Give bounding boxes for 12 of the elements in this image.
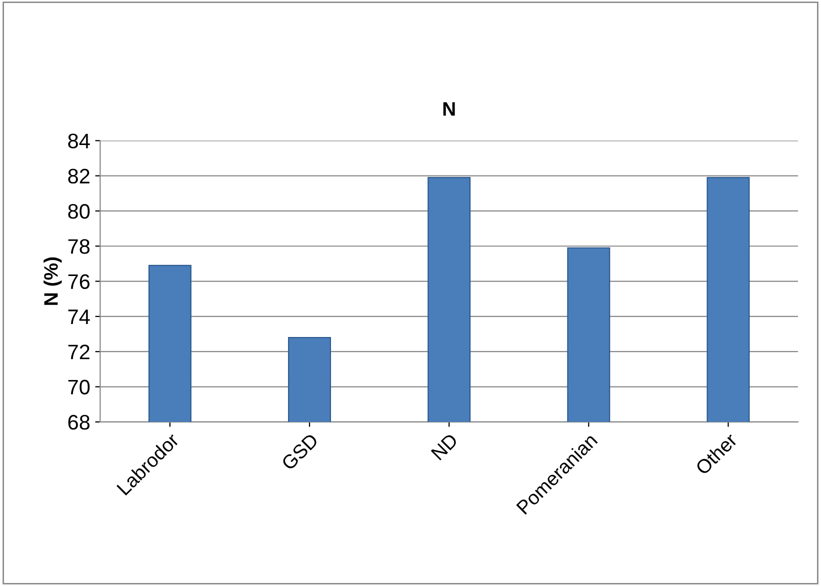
y-tick-label: 84 — [68, 134, 90, 148]
y-tick-label: 70 — [68, 380, 90, 395]
chart-title: N — [443, 102, 455, 116]
y-tick-label: 80 — [68, 204, 90, 219]
y-tick-label: 78 — [68, 239, 90, 254]
y-tick-label: 72 — [68, 344, 90, 360]
y-tick-label: 68 — [68, 414, 90, 430]
y-tick-label: 82 — [68, 168, 90, 184]
y-tick-label: 74 — [68, 310, 90, 324]
x-tick-label: ND — [430, 432, 458, 460]
y-axis-title: N (%) — [44, 257, 62, 305]
y-tick-label: 76 — [68, 274, 90, 290]
